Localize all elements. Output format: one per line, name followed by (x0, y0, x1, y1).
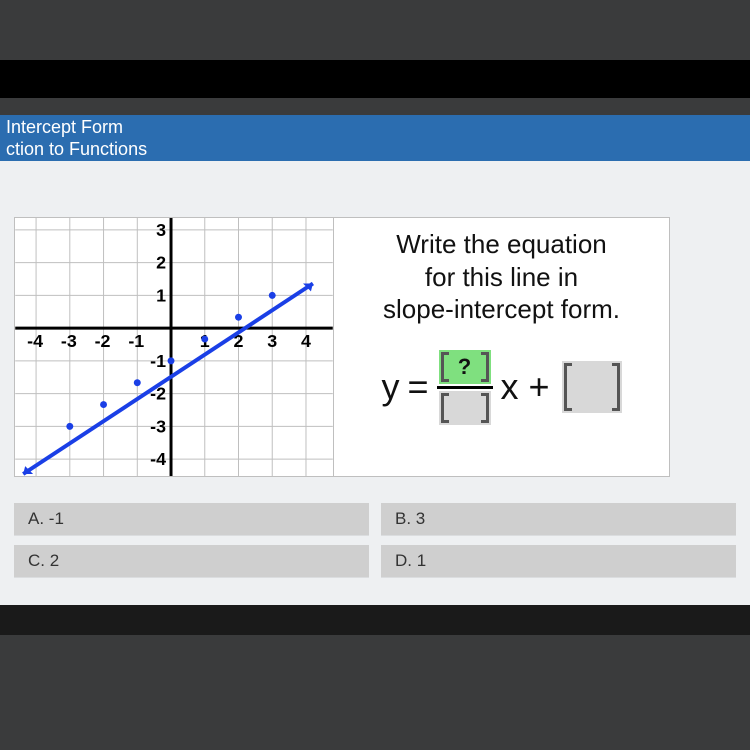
prompt-text: Write the equation for this line in slop… (383, 228, 620, 326)
answer-b[interactable]: B. 3 (381, 503, 736, 535)
top-black-bar (0, 60, 750, 98)
equation-y: y (381, 366, 399, 408)
prompt-line-3: slope-intercept form. (383, 293, 620, 326)
fraction-bar (437, 386, 493, 389)
svg-text:-3: -3 (61, 331, 77, 351)
svg-text:4: 4 (301, 331, 311, 351)
equation-equals: = (407, 366, 428, 408)
denominator-slot[interactable] (439, 391, 491, 425)
numerator-slot[interactable]: ? (439, 350, 491, 384)
prompt-line-1: Write the equation (383, 228, 620, 261)
prompt-box: Write the equation for this line in slop… (334, 217, 670, 477)
answer-c[interactable]: C. 2 (14, 545, 369, 577)
svg-text:-1: -1 (128, 331, 144, 351)
graph: -4 -3 -2 -1 1 2 3 4 3 2 1 -1 -2 -3 (14, 217, 334, 477)
header-line-2: ction to Functions (6, 139, 744, 161)
prompt-line-2: for this line in (383, 261, 620, 294)
svg-text:-4: -4 (27, 331, 43, 351)
numerator-placeholder: ? (458, 354, 471, 380)
lesson-header: Intercept Form ction to Functions (0, 115, 750, 161)
svg-text:1: 1 (156, 285, 166, 305)
svg-text:3: 3 (156, 220, 166, 240)
answer-a[interactable]: A. -1 (14, 503, 369, 535)
graph-svg: -4 -3 -2 -1 1 2 3 4 3 2 1 -1 -2 -3 (15, 218, 333, 476)
header-line-1: Intercept Form (6, 117, 744, 139)
answer-d[interactable]: D. 1 (381, 545, 736, 577)
problem-row: -4 -3 -2 -1 1 2 3 4 3 2 1 -1 -2 -3 (0, 217, 750, 477)
slope-fraction: ? (437, 350, 493, 425)
equation-x: x (501, 366, 519, 408)
equation: y = ? x + (381, 350, 621, 425)
svg-text:-3: -3 (150, 416, 166, 436)
intercept-slot[interactable] (562, 361, 622, 413)
equation-plus: + (529, 366, 550, 408)
answer-grid: A. -1 B. 3 C. 2 D. 1 (0, 477, 750, 585)
svg-text:-4: -4 (150, 449, 166, 469)
svg-text:-2: -2 (95, 331, 111, 351)
content-panel: -4 -3 -2 -1 1 2 3 4 3 2 1 -1 -2 -3 (0, 161, 750, 605)
svg-text:-1: -1 (150, 351, 166, 371)
svg-text:2: 2 (156, 253, 166, 273)
svg-text:3: 3 (267, 331, 277, 351)
footer-bar (0, 605, 750, 635)
